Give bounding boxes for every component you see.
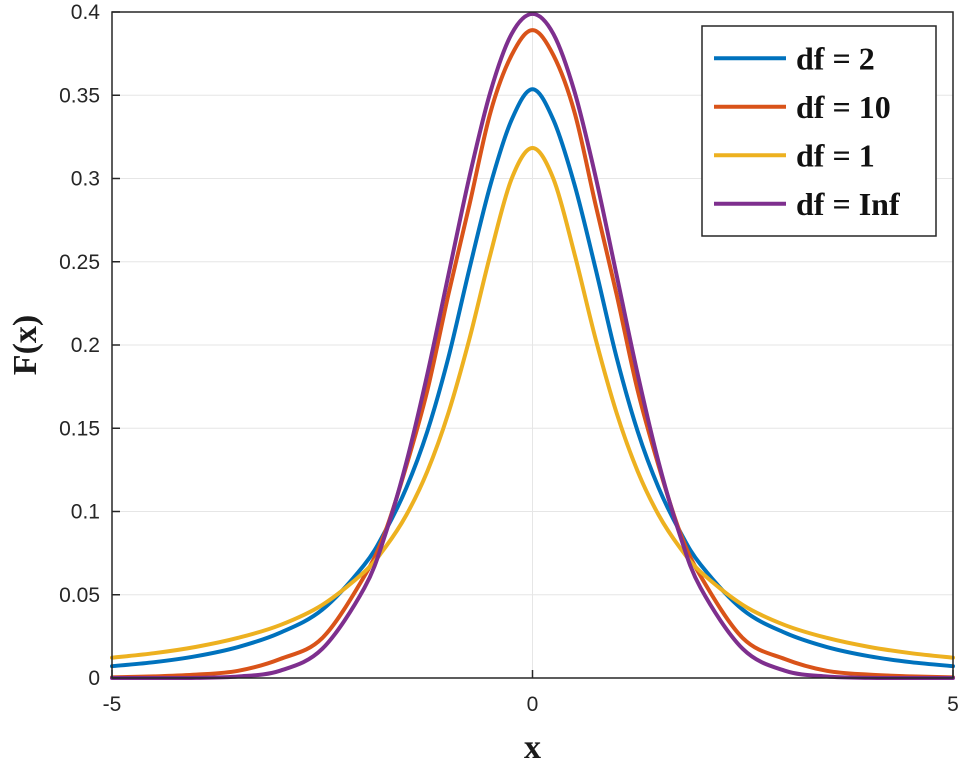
series-line-df-1 bbox=[110, 146, 955, 660]
x-tick-label: 0 bbox=[527, 693, 539, 716]
tick-labels: 00.050.10.150.20.250.30.350.4-5 0 5 bbox=[59, 1, 959, 716]
legend-box bbox=[701, 25, 937, 237]
y-tick-label: 0.15 bbox=[59, 417, 100, 440]
legend-entry-label: df = 2 bbox=[796, 40, 875, 76]
y-tick-label: 0.05 bbox=[59, 584, 100, 607]
series-lines bbox=[110, 11, 955, 681]
y-tick-label: 0.2 bbox=[71, 334, 100, 357]
series-line-df-inf bbox=[110, 11, 955, 681]
x-tick-label: 5 bbox=[947, 693, 959, 716]
series-line-df-10 bbox=[110, 28, 955, 680]
y-tick-label: 0.4 bbox=[71, 1, 101, 24]
y-tick-label: 0.1 bbox=[71, 501, 100, 524]
legend-entry-label: df = 10 bbox=[796, 89, 891, 125]
y-tick-label: 0 bbox=[88, 667, 100, 690]
y-tick-label: 0.25 bbox=[59, 251, 100, 274]
y-axis-title: F(x) bbox=[7, 315, 44, 375]
y-tick-label: 0.35 bbox=[59, 84, 100, 107]
y-tick-label: 0.3 bbox=[71, 168, 100, 191]
legend-entry-label: df = 1 bbox=[796, 137, 875, 173]
x-tick-label: -5 bbox=[103, 693, 122, 716]
legend-entry-label: df = Inf bbox=[796, 186, 900, 222]
x-axis-title: x bbox=[524, 729, 541, 765]
series-line-df-2 bbox=[110, 87, 955, 669]
legend: df = 2 df = 10 df = 1 df = Inf bbox=[701, 25, 937, 237]
